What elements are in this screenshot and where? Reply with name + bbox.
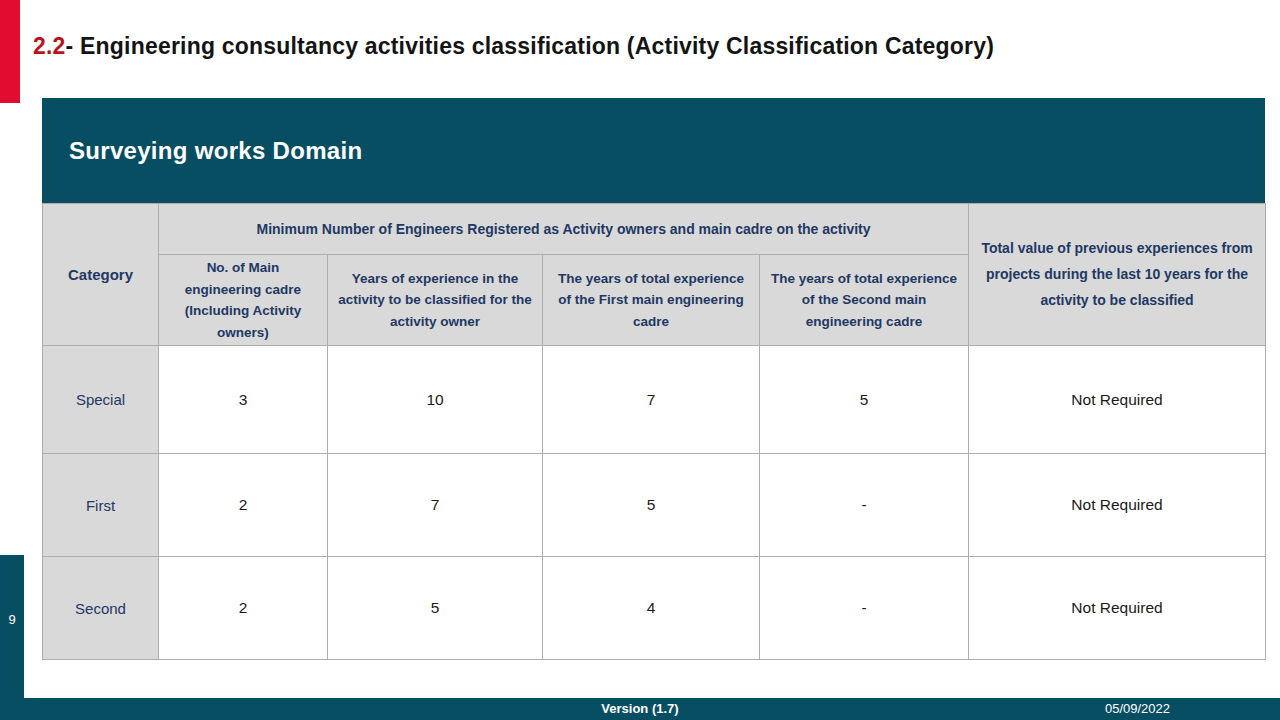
cell-value: 5 (543, 454, 760, 557)
table-row-second: Second 2 5 4 - Not Required (43, 557, 1266, 660)
red-accent-bar (0, 0, 20, 103)
header-years-first-cadre: The years of total experience of the Fir… (543, 255, 760, 346)
cell-value: 2 (159, 454, 328, 557)
cell-value: Not Required (969, 557, 1266, 660)
slide: 2.2- Engineering consultancy activities … (0, 0, 1280, 720)
cell-value: 3 (159, 346, 328, 454)
cell-value: Not Required (969, 454, 1266, 557)
cell-value: - (760, 454, 969, 557)
side-page-strip: 9 (0, 555, 24, 720)
cell-value: 7 (328, 454, 543, 557)
footer-version: Version (1.7) (0, 698, 1280, 720)
footer-date: 05/09/2022 (1105, 698, 1170, 720)
slide-title-text: - Engineering consultancy activities cla… (66, 33, 995, 59)
header-group-min-engineers: Minimum Number of Engineers Registered a… (159, 204, 969, 255)
header-years-owner: Years of experience in the activity to b… (328, 255, 543, 346)
table-row-special: Special 3 10 7 5 Not Required (43, 346, 1266, 454)
cell-value: Not Required (969, 346, 1266, 454)
header-years-second-cadre: The years of total experience of the Sec… (760, 255, 969, 346)
header-category: Category (43, 204, 159, 346)
slide-title: 2.2- Engineering consultancy activities … (33, 33, 1233, 60)
header-total-value: Total value of previous experiences from… (969, 204, 1266, 346)
cell-value: 5 (760, 346, 969, 454)
cell-value: 7 (543, 346, 760, 454)
cell-value: 4 (543, 557, 760, 660)
footer-bar: Version (1.7) 05/09/2022 (0, 698, 1280, 720)
classification-table: Category Minimum Number of Engineers Reg… (42, 203, 1266, 660)
cell-value: 10 (328, 346, 543, 454)
row-category: Special (43, 346, 159, 454)
domain-title: Surveying works Domain (42, 137, 362, 165)
page-number: 9 (0, 612, 24, 627)
table-row-first: First 2 7 5 - Not Required (43, 454, 1266, 557)
cell-value: 2 (159, 557, 328, 660)
row-category: First (43, 454, 159, 557)
header-main-cadre: No. of Main engineering cadre (Including… (159, 255, 328, 346)
cell-value: - (760, 557, 969, 660)
row-category: Second (43, 557, 159, 660)
domain-header-band: Surveying works Domain (42, 98, 1265, 203)
slide-title-number: 2.2 (33, 33, 66, 59)
cell-value: 5 (328, 557, 543, 660)
table-header-row-1: Category Minimum Number of Engineers Reg… (43, 204, 1266, 255)
